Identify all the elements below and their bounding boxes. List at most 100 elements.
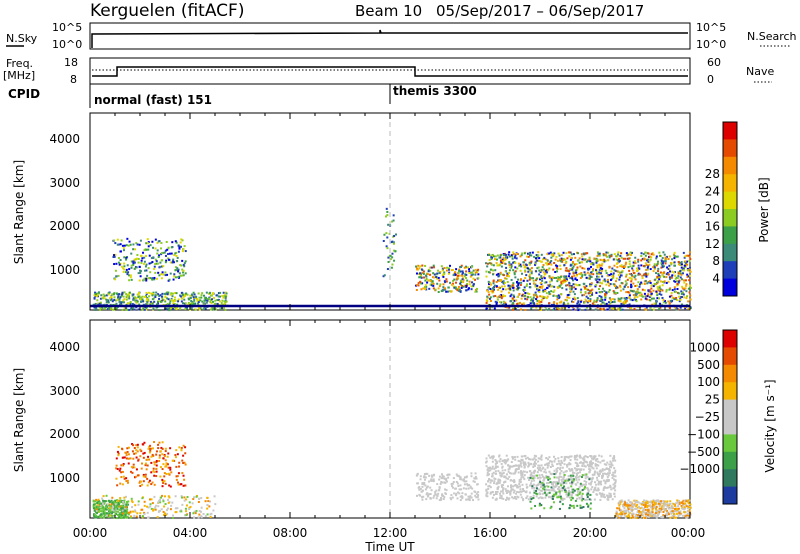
range-cell: [511, 284, 514, 287]
range-cell: [492, 295, 495, 298]
range-cell: [656, 280, 659, 283]
range-cell: [566, 257, 569, 260]
range-cell: [124, 516, 127, 519]
range-cell: [643, 289, 646, 292]
range-cell: [184, 446, 187, 449]
range-cell: [93, 297, 96, 300]
range-cell: [118, 263, 121, 266]
range-cell: [498, 481, 501, 484]
nave-tick-bottom: 0: [707, 73, 714, 86]
range-cell: [101, 297, 104, 300]
range-cell: [508, 490, 511, 493]
range-cell: [150, 302, 153, 305]
range-cell: [538, 290, 541, 293]
range-cell: [176, 303, 179, 306]
range-cell: [608, 284, 611, 287]
range-cell: [209, 516, 212, 519]
range-cell: [149, 449, 152, 452]
range-cell: [569, 469, 572, 472]
range-cell: [424, 484, 427, 487]
range-cell: [586, 306, 589, 309]
range-cell: [108, 512, 111, 515]
range-cell: [508, 465, 511, 468]
range-cell: [607, 496, 610, 499]
range-cell: [543, 281, 546, 284]
range-cell: [454, 271, 457, 274]
range-cell: [156, 303, 159, 306]
range-cell: [553, 262, 556, 265]
range-cell: [601, 308, 604, 311]
range-cell: [470, 475, 473, 478]
range-cell: [634, 262, 637, 265]
range-cell: [141, 515, 144, 518]
range-cell: [502, 281, 505, 284]
range-cell: [165, 462, 168, 465]
range-cell: [533, 491, 536, 494]
range-cell: [619, 254, 622, 257]
range-cell: [673, 516, 676, 519]
range-cell: [590, 481, 593, 484]
range-cell: [561, 466, 564, 469]
range-cell: [539, 295, 542, 298]
range-cell: [611, 464, 614, 467]
range-cell: [503, 459, 506, 462]
range-cell: [436, 277, 439, 280]
range-cell: [536, 467, 539, 470]
range-cell: [509, 479, 512, 482]
range-cell: [512, 302, 515, 305]
range-cell: [543, 485, 546, 488]
range-cell: [578, 475, 581, 478]
range-cell: [641, 257, 644, 260]
range-cell: [461, 270, 464, 273]
range-cell: [624, 280, 627, 283]
range-cell: [487, 271, 490, 274]
range-cell: [169, 447, 172, 450]
range-cell: [423, 481, 426, 484]
range-cell: [577, 464, 580, 467]
range-cell: [575, 263, 578, 266]
range-cell: [687, 506, 690, 509]
range-cell: [504, 469, 507, 472]
range-cell: [501, 469, 504, 472]
range-cell: [490, 257, 493, 260]
range-cell: [621, 513, 624, 516]
range-cell: [547, 462, 550, 465]
range-cell: [627, 511, 630, 514]
range-cell: [534, 283, 537, 286]
range-cell: [564, 303, 567, 306]
range-cell: [500, 290, 503, 293]
range-cell: [136, 443, 139, 446]
range-cell: [537, 251, 540, 254]
range-cell: [665, 281, 668, 284]
range-cell: [680, 269, 683, 272]
range-cell: [427, 268, 430, 271]
range-cell: [452, 477, 455, 480]
range-cell: [542, 271, 545, 274]
range-cell: [589, 462, 592, 465]
range-cell: [98, 500, 101, 503]
range-cell: [606, 278, 609, 281]
range-cell: [163, 495, 166, 498]
range-cell: [620, 515, 623, 518]
range-cell: [130, 266, 133, 269]
range-cell: [581, 294, 584, 297]
range-cell: [595, 261, 598, 264]
range-cell: [224, 299, 227, 302]
range-cell: [605, 302, 608, 305]
range-cell: [386, 210, 389, 213]
range-cell: [534, 504, 537, 507]
range-cell: [557, 252, 560, 255]
range-cell: [128, 297, 131, 300]
range-cell: [513, 481, 516, 484]
range-cell: [125, 503, 128, 506]
range-cell: [97, 510, 100, 513]
range-cell: [520, 490, 523, 493]
range-cell: [588, 464, 591, 467]
range-cell: [566, 296, 569, 299]
range-cell: [624, 302, 627, 305]
range-cell: [163, 299, 166, 302]
range-cell: [123, 244, 126, 247]
range-cell: [553, 252, 556, 255]
range-cell: [437, 269, 440, 272]
range-cell: [447, 473, 450, 476]
